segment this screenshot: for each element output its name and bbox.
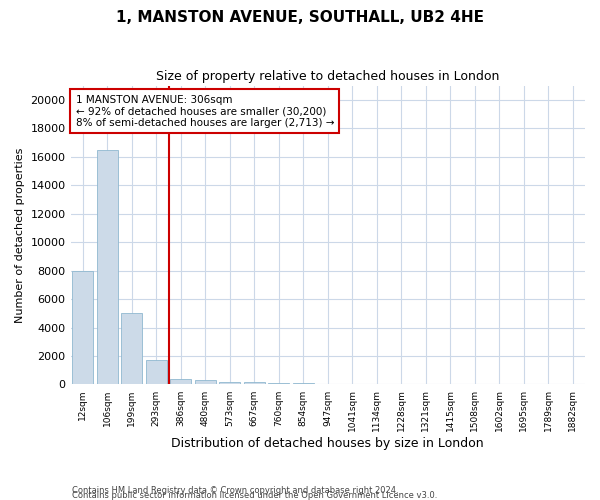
Text: 1 MANSTON AVENUE: 306sqm
← 92% of detached houses are smaller (30,200)
8% of sem: 1 MANSTON AVENUE: 306sqm ← 92% of detach… — [76, 94, 334, 128]
Text: 1, MANSTON AVENUE, SOUTHALL, UB2 4HE: 1, MANSTON AVENUE, SOUTHALL, UB2 4HE — [116, 10, 484, 25]
Bar — [220, 382, 240, 384]
Bar — [73, 270, 93, 384]
Bar — [146, 360, 167, 384]
Bar — [195, 380, 215, 384]
Bar — [170, 379, 191, 384]
Text: Contains public sector information licensed under the Open Government Licence v3: Contains public sector information licen… — [72, 491, 437, 500]
Text: Contains HM Land Registry data © Crown copyright and database right 2024.: Contains HM Land Registry data © Crown c… — [72, 486, 398, 495]
Bar — [97, 150, 118, 384]
Bar — [121, 314, 142, 384]
Y-axis label: Number of detached properties: Number of detached properties — [15, 148, 25, 322]
Bar — [244, 382, 265, 384]
X-axis label: Distribution of detached houses by size in London: Distribution of detached houses by size … — [172, 437, 484, 450]
Bar — [268, 383, 289, 384]
Title: Size of property relative to detached houses in London: Size of property relative to detached ho… — [156, 70, 499, 83]
